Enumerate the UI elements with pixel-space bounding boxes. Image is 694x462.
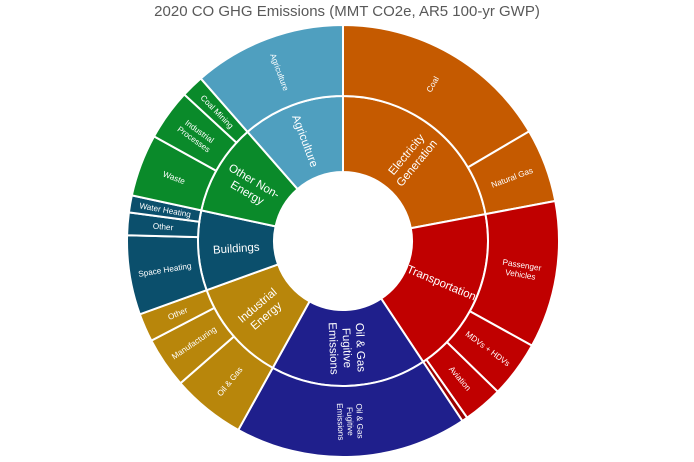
segment-label-oil-gas-fugitive-emissions-oil-gas-fugitive-emissions: Oil & GasFugitiveEmissions	[335, 402, 365, 440]
sector-label-oil-gas-fugitive-emissions: Oil & GasFugitiveEmissions	[326, 321, 367, 375]
segment-label-buildings-other: Other	[152, 222, 173, 233]
chart-title: 2020 CO GHG Emissions (MMT CO2e, AR5 100…	[154, 3, 540, 20]
sector-label-buildings: Buildings	[213, 242, 261, 257]
segment-label-transportation-passenger-vehicles: PassengerVehicles	[500, 258, 542, 283]
segment-agriculture-agriculture	[199, 23, 344, 134]
